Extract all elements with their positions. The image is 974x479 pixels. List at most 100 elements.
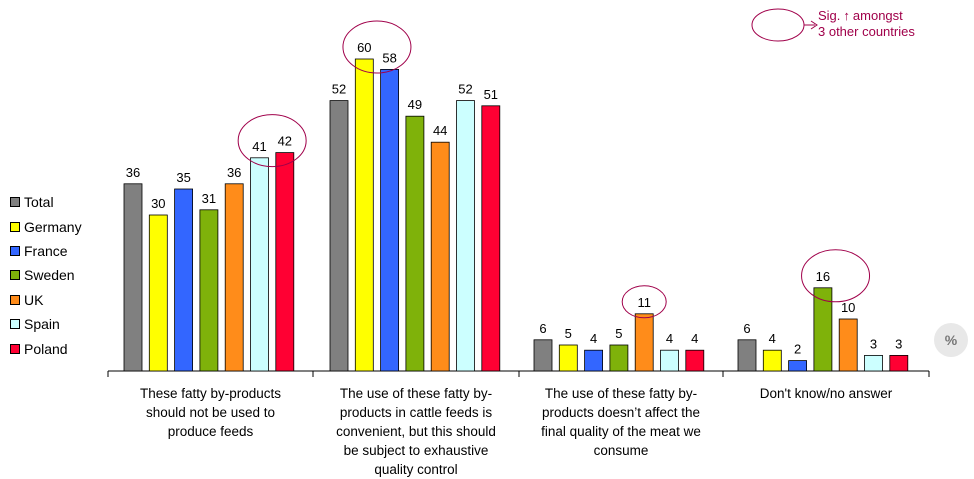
bar-france [788, 360, 807, 372]
legend-swatch [10, 197, 20, 208]
up-arrow-icon: ↑ [843, 8, 850, 23]
bar-spain [250, 157, 269, 372]
data-label: 11 [637, 295, 651, 310]
significance-note: Sig. ↑ amongst 3 other countries [818, 8, 915, 40]
category-label: be subject to exhaustive [344, 443, 489, 458]
legend-swatch [10, 319, 20, 330]
bar-uk [634, 313, 654, 372]
category-label: quality control [374, 462, 457, 477]
significance-highlight-ellipse [801, 249, 871, 303]
data-label: 42 [278, 134, 292, 149]
bar-germany [558, 344, 578, 372]
bar-poland [481, 105, 501, 372]
significance-highlight-ellipse [342, 20, 412, 74]
data-label: 4 [769, 331, 776, 346]
legend-label: Spain [24, 316, 60, 333]
bar-france [584, 349, 603, 372]
data-label: 5 [615, 326, 622, 341]
data-label: 2 [794, 342, 801, 357]
category-label: The use of these fatty by- [545, 386, 697, 401]
legend-label: Sweden [24, 267, 75, 284]
bar-france [174, 188, 194, 372]
bar-spain [864, 354, 883, 372]
significance-line-2: 3 other countries [818, 24, 915, 39]
data-label: 41 [252, 139, 266, 154]
bar-sweden [405, 115, 425, 372]
data-label: 52 [332, 82, 346, 97]
legend-item-france: France [10, 239, 82, 263]
data-label: 3 [870, 336, 877, 351]
category-label: convenient, but this should [336, 424, 496, 439]
bar-total [533, 339, 553, 372]
bar-uk [838, 318, 858, 372]
data-label: 4 [666, 331, 673, 346]
category-label: products in cattle feeds is [340, 405, 493, 420]
legend-swatch [10, 343, 20, 354]
legend-swatch [10, 245, 20, 256]
significance-key-arrow-icon [810, 20, 818, 30]
percent-unit-badge: % [934, 323, 968, 357]
data-label: 5 [565, 326, 572, 341]
bar-germany [762, 349, 782, 372]
bar-poland [889, 354, 909, 372]
data-label: 3 [895, 336, 902, 351]
bar-total [737, 339, 757, 372]
category-label: products doesn’t affect the [542, 405, 700, 420]
category-label: should not be used to [146, 405, 275, 420]
legend-item-sweden: Sweden [10, 263, 82, 287]
bar-spain [660, 349, 679, 372]
significance-highlight-ellipse [621, 285, 667, 319]
data-label: 36 [126, 165, 140, 180]
legend-label: France [24, 242, 68, 259]
data-label: 58 [382, 50, 396, 65]
legend-item-germany: Germany [10, 214, 82, 238]
data-label: 31 [202, 191, 216, 206]
legend: Total Germany France Sweden UK Spain Pol… [10, 190, 82, 361]
significance-line-1: Sig. ↑ amongst [818, 8, 915, 24]
bar-sweden [609, 344, 629, 372]
data-label: 44 [433, 123, 447, 138]
legend-item-total: Total [10, 190, 82, 214]
category-label: These fatty by-products [140, 386, 281, 401]
data-label: 35 [176, 170, 190, 185]
data-label: 10 [841, 300, 855, 315]
bar-uk [430, 141, 450, 372]
data-label: 51 [484, 87, 498, 102]
bar-poland [685, 349, 705, 372]
bar-sweden [199, 209, 219, 372]
bar-germany [354, 58, 374, 372]
legend-item-poland: Poland [10, 336, 82, 360]
category-label: Don't know/no answer [760, 386, 893, 401]
sig-amongst: amongst [852, 8, 903, 23]
data-label: 4 [691, 331, 698, 346]
data-label: 16 [816, 269, 830, 284]
data-label: 4 [590, 331, 597, 346]
legend-swatch [10, 221, 20, 232]
bar-france [380, 69, 400, 372]
category-label: produce feeds [168, 424, 254, 439]
legend-swatch [10, 294, 20, 305]
bar-total [329, 100, 349, 372]
bar-spain [456, 100, 475, 372]
legend-item-uk: UK [10, 288, 82, 312]
bar-total [123, 183, 143, 372]
legend-label: UK [24, 291, 44, 308]
bar-poland [275, 152, 295, 372]
bar-germany [148, 214, 168, 372]
data-label: 30 [151, 196, 165, 211]
data-label: 60 [357, 40, 371, 55]
legend-swatch [10, 270, 20, 281]
legend-label: Total [24, 194, 54, 211]
category-label: The use of these fatty by- [340, 386, 492, 401]
legend-label: Poland [24, 340, 68, 357]
data-label: 6 [743, 321, 750, 336]
data-label: 49 [408, 97, 422, 112]
significance-key-ellipse [751, 8, 805, 42]
bar-sweden [813, 287, 833, 372]
sig-label: Sig. [818, 8, 841, 23]
legend-item-spain: Spain [10, 312, 82, 336]
data-label: 52 [458, 82, 472, 97]
significance-highlight-ellipse [237, 114, 307, 168]
data-label: 36 [227, 165, 241, 180]
